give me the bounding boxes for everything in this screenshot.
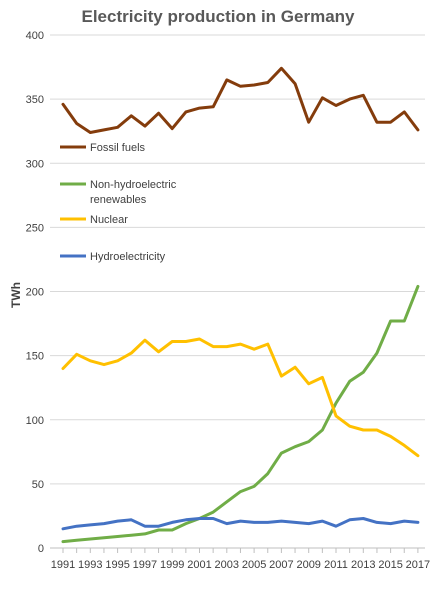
x-tick-label: 1993 — [78, 559, 102, 571]
series-line-fossil-fuels — [61, 66, 420, 134]
x-tick-label: 1991 — [51, 559, 75, 571]
legend-label: Hydroelectricity — [90, 251, 166, 263]
y-tick-label: 100 — [26, 415, 44, 427]
legend-item-non-hydroelectric-renewables: Non-hydroelectric renewables — [60, 179, 177, 206]
y-axis-ticks: 0 50 100 150 200 250 300 350 400 — [26, 30, 44, 555]
y-tick-label: 300 — [26, 158, 44, 170]
x-tick-label: 2009 — [296, 559, 320, 571]
series-line-nuclear — [61, 337, 420, 458]
x-axis-ticks: 1991 1993 1995 1997 1999 2001 2003 2005 2007 2009… — [51, 548, 430, 571]
legend-label: Fossil fuels — [90, 142, 146, 154]
x-tick-label: 2011 — [324, 559, 348, 571]
gridlines — [50, 34, 425, 549]
x-tick-label: 2013 — [351, 559, 375, 571]
series-line-non-hydroelectric-renewables — [61, 284, 420, 544]
y-tick-label: 200 — [26, 287, 44, 299]
chart-title: Electricity production in Germany — [81, 7, 355, 26]
y-tick-label: 400 — [26, 30, 44, 42]
y-tick-label: 50 — [32, 479, 44, 491]
legend-item-fossil-fuels: Fossil fuels — [60, 142, 146, 154]
series-lines — [61, 66, 420, 544]
legend-label: Nuclear — [90, 214, 128, 226]
x-tick-label: 2001 — [187, 559, 211, 571]
y-tick-label: 250 — [26, 222, 44, 234]
x-tick-label: 2003 — [215, 559, 239, 571]
series-line-hydroelectricity — [61, 517, 420, 531]
x-tick-label: 2005 — [242, 559, 266, 571]
x-tick-label: 1999 — [160, 559, 184, 571]
x-tick-label: 2007 — [269, 559, 293, 571]
x-tick-label: 2017 — [406, 559, 430, 571]
x-tick-label: 1997 — [133, 559, 157, 571]
y-tick-label: 350 — [26, 94, 44, 106]
y-tick-label: 150 — [26, 351, 44, 363]
legend-item-nuclear: Nuclear — [60, 214, 128, 226]
x-tick-label: 1995 — [105, 559, 129, 571]
y-tick-label: 0 — [38, 543, 44, 555]
legend-label: Non-hydroelectric renewables — [90, 179, 177, 206]
x-tick-label: 2015 — [378, 559, 402, 571]
legend-item-hydroelectricity: Hydroelectricity — [60, 251, 166, 263]
y-axis-label: TWh — [9, 282, 23, 308]
legend: Fossil fuels Non-hydroelectric renewables N… — [60, 142, 177, 263]
